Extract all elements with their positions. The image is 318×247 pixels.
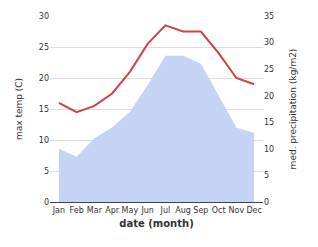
svg-text:Feb: Feb: [70, 206, 84, 215]
svg-text:0: 0: [264, 198, 269, 207]
svg-text:25: 25: [264, 65, 274, 74]
svg-text:Aug: Aug: [175, 206, 191, 215]
svg-text:35: 35: [264, 12, 274, 21]
svg-text:Jun: Jun: [140, 206, 154, 215]
svg-text:20: 20: [264, 92, 274, 101]
svg-text:10: 10: [264, 145, 274, 154]
svg-text:Dec: Dec: [246, 206, 261, 215]
svg-text:Jul: Jul: [160, 206, 171, 215]
svg-text:Oct: Oct: [212, 206, 226, 215]
svg-text:20: 20: [39, 74, 49, 83]
svg-text:date (month): date (month): [119, 218, 193, 229]
svg-text:15: 15: [264, 118, 274, 127]
svg-text:5: 5: [44, 167, 49, 176]
svg-text:10: 10: [39, 136, 49, 145]
svg-text:Sep: Sep: [193, 206, 208, 215]
svg-text:Mar: Mar: [87, 206, 103, 215]
svg-text:May: May: [122, 206, 139, 215]
svg-text:30: 30: [39, 12, 49, 21]
svg-text:max temp (C): max temp (C): [14, 78, 24, 140]
svg-text:Apr: Apr: [105, 206, 120, 215]
svg-text:0: 0: [44, 198, 49, 207]
svg-text:Nov: Nov: [229, 206, 245, 215]
svg-text:med. precipitation (kg/m2): med. precipitation (kg/m2): [288, 49, 298, 170]
svg-text:30: 30: [264, 38, 274, 47]
svg-text:25: 25: [39, 43, 49, 52]
svg-text:Jan: Jan: [52, 206, 65, 215]
svg-text:5: 5: [264, 171, 269, 180]
svg-text:15: 15: [39, 105, 49, 114]
